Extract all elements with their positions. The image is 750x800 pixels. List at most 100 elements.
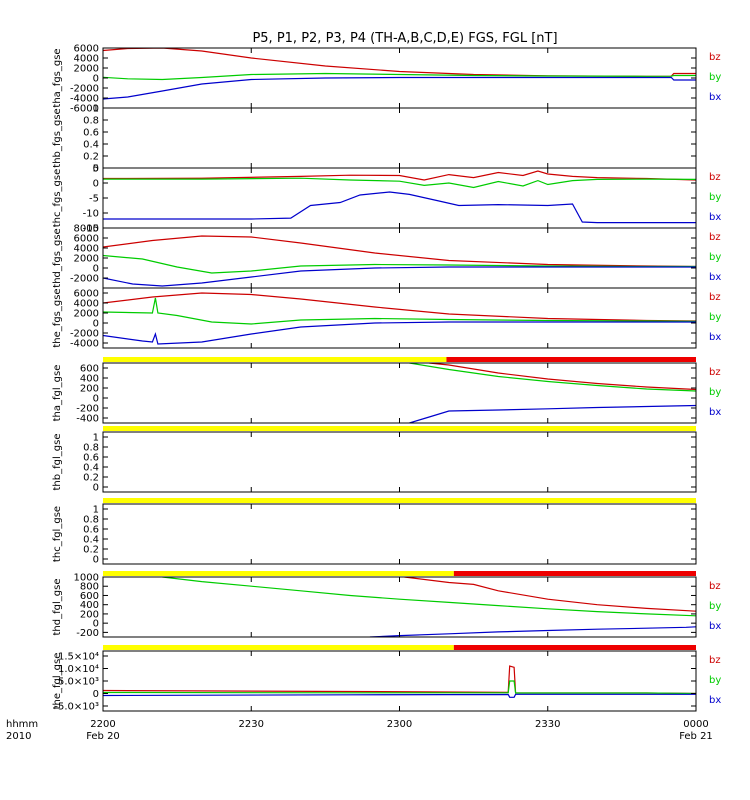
y-tick-label: 1000: [74, 573, 99, 584]
series-line-bz: [103, 292, 696, 322]
y-tick-label: 0: [93, 689, 99, 700]
legend-label-bz: bz: [709, 52, 721, 63]
legend-label-by: by: [709, 252, 721, 263]
legend-label-bx: bx: [709, 212, 721, 223]
series-line-bx: [103, 76, 696, 100]
flag-bar-segment: [103, 645, 454, 650]
series-line-bz: [404, 577, 696, 612]
y-axis-label: tha_fgl_gse: [52, 365, 63, 422]
series-line-by: [103, 297, 696, 325]
x-tick-label-time: 2230: [239, 719, 264, 730]
legend-label-by: by: [709, 72, 721, 83]
y-tick-label: 1.0×10⁴: [58, 664, 99, 675]
legend-label-bx: bx: [709, 695, 721, 706]
y-tick-label: -5.0×10³: [54, 702, 99, 713]
x-tick-label-time: 2330: [535, 719, 560, 730]
flag-bar-segment: [103, 357, 447, 362]
y-tick-label: 5: [93, 164, 99, 175]
y-tick-label: -2000: [70, 329, 99, 340]
legend-label-by: by: [709, 675, 721, 686]
y-tick-label: 0.4: [83, 140, 99, 151]
y-tick-label: 0: [93, 483, 99, 494]
y-axis-label: the_fgl_gse: [52, 653, 63, 710]
panel-frame: [102, 503, 697, 565]
x-tick-label-time: 2200: [90, 719, 115, 730]
series-line-bx: [103, 321, 696, 345]
series-line-bx: [103, 266, 696, 287]
flag-bar-segment: [103, 426, 696, 431]
series-line-bz: [103, 235, 696, 268]
series-line-bz: [103, 170, 696, 181]
x-tick-label-date: Feb 21: [679, 731, 713, 742]
y-tick-label: 0: [93, 179, 99, 190]
series-line-bx: [103, 191, 696, 224]
panel-frame: [102, 107, 697, 169]
legend-label-bz: bz: [709, 367, 721, 378]
y-tick-label: -2000: [70, 84, 99, 95]
y-tick-label: 0.2: [83, 152, 99, 163]
y-tick-label: 0.2: [83, 545, 99, 556]
panel-thb_fgl: 10.80.60.40.20 thb_fgl_gse: [52, 426, 697, 494]
y-tick-label: 0: [93, 555, 99, 566]
y-tick-label: -6000: [70, 104, 99, 115]
y-tick-label: 2000: [74, 309, 99, 320]
panel-frame: [102, 431, 697, 493]
y-axis-label: tha_fgs_gse: [52, 48, 63, 107]
panel-frame: [102, 362, 697, 424]
y-tick-label: 4000: [74, 299, 99, 310]
y-axis-label: thb_fgl_gse: [52, 434, 63, 491]
series-line-bz: [429, 363, 696, 391]
y-tick-label: -200: [76, 628, 99, 639]
legend-label-bx: bx: [709, 621, 721, 632]
y-tick-label: 4000: [74, 54, 99, 65]
x-axis-label-year: 2010: [6, 731, 31, 742]
y-axis-label: thd_fgl_gse: [52, 579, 63, 636]
y-tick-label: 0.6: [83, 525, 99, 536]
y-tick-label: 800: [80, 582, 99, 593]
x-tick-label-time: 2300: [387, 719, 412, 730]
panel-thc_fgl: 10.80.60.40.20 thc_fgl_gse: [52, 498, 697, 566]
flag-bar-segment: [103, 498, 696, 503]
legend-label-by: by: [709, 312, 721, 323]
y-tick-label: -200: [76, 404, 99, 415]
y-tick-label: 600: [80, 591, 99, 602]
figure-title: P5, P1, P2, P3, P4 (TH-A,B,C,D,E) FGS, F…: [252, 31, 557, 46]
series-line-bx: [103, 693, 696, 698]
series-line-by: [409, 363, 696, 392]
series-line-by: [103, 680, 696, 695]
y-tick-label: -4000: [70, 339, 99, 350]
y-tick-label: 200: [80, 384, 99, 395]
x-tick-label-date: Feb 20: [86, 731, 120, 742]
y-tick-label: 6000: [74, 234, 99, 245]
y-tick-label: -15: [83, 224, 99, 235]
y-tick-label: -2000: [70, 274, 99, 285]
y-tick-label: 6000: [74, 289, 99, 300]
legend-label-bz: bz: [709, 292, 721, 303]
series-line-bz: [103, 665, 696, 695]
y-tick-label: 0.8: [83, 515, 99, 526]
y-tick-label: 1: [93, 505, 99, 516]
y-tick-label: 5.0×10³: [58, 677, 99, 688]
y-tick-label: 4000: [74, 244, 99, 255]
legend-label-bx: bx: [709, 332, 721, 343]
y-tick-label: 0: [93, 394, 99, 405]
y-axis-label: the_fgs_gse: [52, 288, 63, 347]
legend-label-bz: bz: [709, 655, 721, 666]
y-tick-label: 2000: [74, 254, 99, 265]
x-axis-label-hhmm: hhmm: [6, 719, 38, 730]
y-tick-label: 0.6: [83, 128, 99, 139]
series-line-by: [103, 254, 696, 274]
y-tick-label: 1: [93, 433, 99, 444]
legend-label-bx: bx: [709, 92, 721, 103]
y-tick-label: 400: [80, 600, 99, 611]
x-tick-label-time: 0000: [683, 719, 708, 730]
legend-label-by: by: [709, 601, 721, 612]
